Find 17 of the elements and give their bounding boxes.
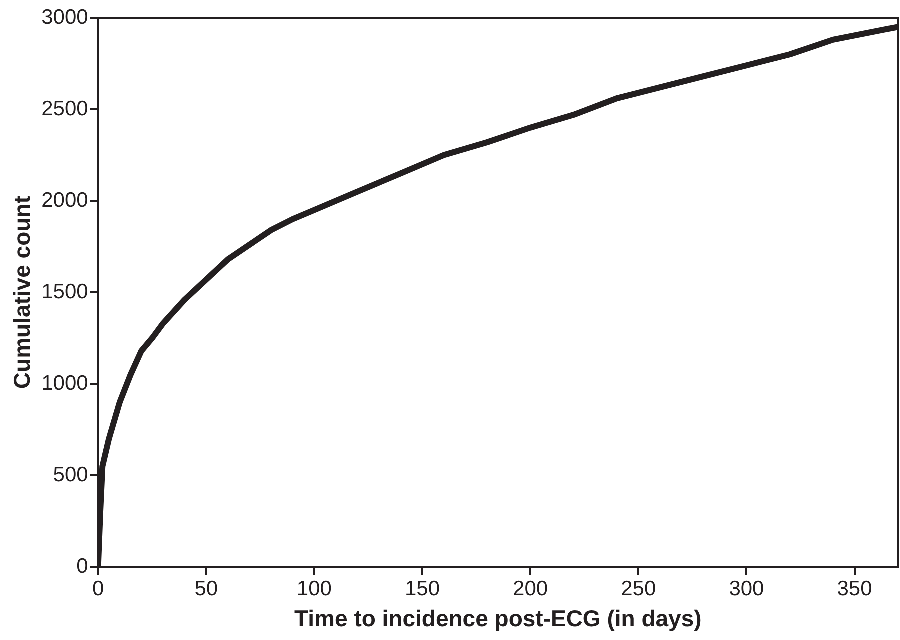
x-tick-label: 300 <box>729 578 764 601</box>
x-tick-label: 0 <box>92 578 104 601</box>
x-tick-label: 50 <box>194 578 218 601</box>
x-tick-label: 200 <box>513 578 548 601</box>
y-tick-label: 2000 <box>42 188 88 212</box>
x-tick-label: 250 <box>621 578 656 601</box>
y-tick-label: 1000 <box>42 372 88 395</box>
y-tick-label: 500 <box>53 463 88 486</box>
y-tick-label: 0 <box>76 554 88 578</box>
x-tick-label: 150 <box>404 578 440 601</box>
x-tick-label: 100 <box>296 578 332 601</box>
x-axis-title: Time to incidence post-ECG (in days) <box>294 606 702 632</box>
y-axis-title: Cumulative count <box>9 196 36 390</box>
y-tick-label: 3000 <box>42 6 88 29</box>
y-tick-label: 2500 <box>42 97 88 120</box>
y-tick-label: 1500 <box>42 280 88 304</box>
x-tick-label: 350 <box>837 578 872 601</box>
